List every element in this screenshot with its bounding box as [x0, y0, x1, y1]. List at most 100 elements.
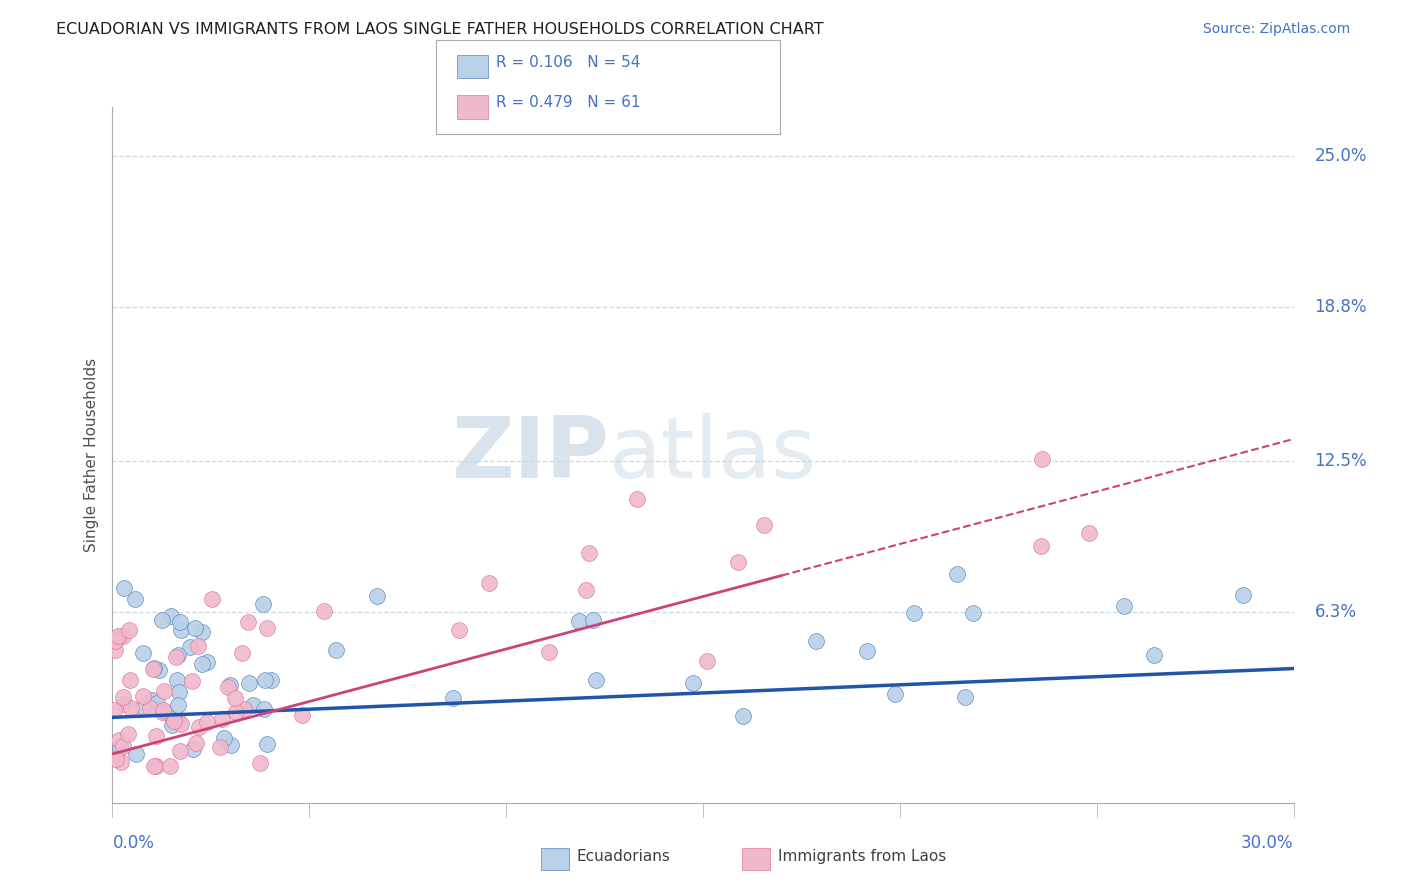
Point: [169, 744, 191, 758]
Point: [163, 714, 186, 728]
Point: [179, 640, 201, 654]
Text: atlas: atlas: [609, 413, 817, 497]
Point: [962, 606, 984, 620]
Point: [212, 731, 235, 745]
Point: [366, 590, 388, 604]
Point: [626, 491, 648, 506]
Point: [232, 702, 254, 716]
Point: [856, 644, 879, 658]
Point: [112, 581, 135, 595]
Point: [145, 759, 167, 773]
Point: [696, 654, 718, 668]
Point: [441, 690, 464, 705]
Point: [111, 629, 134, 643]
Point: [170, 716, 193, 731]
Point: [537, 645, 560, 659]
Point: [108, 739, 131, 754]
Point: [231, 647, 253, 661]
Point: [806, 634, 828, 648]
Point: [253, 701, 276, 715]
Text: R = 0.479   N = 61: R = 0.479 N = 61: [496, 95, 641, 111]
Point: [195, 655, 218, 669]
Point: [242, 698, 264, 712]
Point: [582, 613, 605, 627]
Point: [120, 673, 142, 688]
Point: [752, 517, 775, 532]
Point: [325, 643, 347, 657]
Point: [1232, 588, 1254, 602]
Point: [1114, 599, 1136, 613]
Point: [150, 613, 173, 627]
Point: [256, 737, 278, 751]
Text: 6.3%: 6.3%: [1315, 603, 1357, 622]
Point: [145, 730, 167, 744]
Point: [568, 614, 591, 628]
Point: [187, 639, 209, 653]
Point: [155, 706, 177, 720]
Point: [132, 699, 155, 714]
Point: [110, 755, 132, 769]
Point: [143, 759, 166, 773]
Point: [105, 752, 128, 766]
Point: [211, 712, 233, 726]
Point: [142, 661, 165, 675]
Text: Immigrants from Laos: Immigrants from Laos: [778, 849, 946, 864]
Point: [108, 630, 131, 644]
Point: [217, 681, 239, 695]
Point: [575, 582, 598, 597]
Point: [112, 697, 135, 711]
Point: [153, 684, 176, 698]
Point: [1029, 539, 1052, 553]
Point: [208, 739, 231, 754]
Point: [291, 707, 314, 722]
Point: [165, 649, 187, 664]
Y-axis label: Single Father Households: Single Father Households: [83, 358, 98, 552]
Point: [166, 673, 188, 688]
Point: [260, 673, 283, 687]
Point: [1078, 526, 1101, 541]
Point: [219, 678, 242, 692]
Point: [167, 685, 190, 699]
Point: [108, 732, 131, 747]
Point: [188, 720, 211, 734]
Point: [148, 663, 170, 677]
Point: [125, 747, 148, 761]
Point: [477, 576, 499, 591]
Point: [225, 705, 247, 719]
Point: [953, 690, 976, 705]
Point: [167, 698, 190, 712]
Point: [152, 703, 174, 717]
Point: [191, 625, 214, 640]
Point: [112, 739, 135, 753]
Point: [117, 727, 139, 741]
Point: [141, 692, 163, 706]
Point: [162, 718, 184, 732]
Point: [903, 606, 925, 620]
Point: [727, 555, 749, 569]
Point: [132, 689, 155, 703]
Point: [201, 592, 224, 607]
Text: ZIP: ZIP: [451, 413, 609, 497]
Point: [883, 687, 905, 701]
Point: [145, 696, 167, 710]
Point: [160, 609, 183, 624]
Point: [103, 702, 125, 716]
Text: 0.0%: 0.0%: [112, 834, 155, 852]
Point: [142, 662, 165, 676]
Point: [184, 621, 207, 635]
Text: 12.5%: 12.5%: [1315, 452, 1367, 470]
Point: [221, 738, 243, 752]
Point: [1143, 648, 1166, 662]
Point: [111, 690, 134, 705]
Text: ECUADORIAN VS IMMIGRANTS FROM LAOS SINGLE FATHER HOUSEHOLDS CORRELATION CHART: ECUADORIAN VS IMMIGRANTS FROM LAOS SINGL…: [56, 22, 824, 37]
Point: [104, 633, 127, 648]
Point: [249, 756, 271, 771]
Point: [252, 598, 274, 612]
Point: [167, 648, 190, 662]
Point: [124, 591, 146, 606]
Point: [256, 621, 278, 635]
Text: 30.0%: 30.0%: [1241, 834, 1294, 852]
Point: [169, 615, 191, 630]
Point: [733, 708, 755, 723]
Point: [139, 701, 162, 715]
